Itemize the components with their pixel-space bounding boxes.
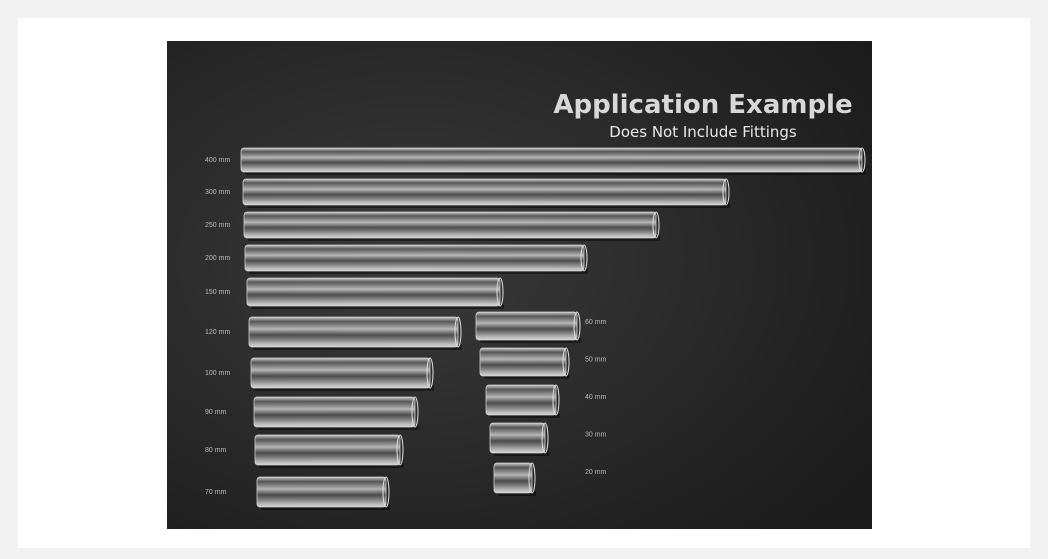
tube-end [562, 347, 570, 377]
tube-end [382, 476, 390, 508]
tube-label: 40 mm [585, 394, 607, 401]
tube-end [541, 422, 549, 454]
tube [244, 244, 585, 272]
tube [485, 384, 557, 416]
tube-label: 50 mm [585, 356, 607, 363]
tube-end [552, 384, 560, 416]
tube-end [858, 147, 866, 173]
image-title: Application Example [553, 90, 852, 120]
image-subtitle: Does Not Include Fittings [609, 123, 797, 141]
tube [256, 476, 387, 508]
tube [489, 422, 546, 454]
tube [254, 434, 401, 466]
tube-end [411, 396, 419, 428]
tube-end [496, 277, 504, 307]
tube-label: 30 mm [585, 431, 607, 438]
tube [250, 357, 431, 389]
tube [253, 396, 416, 428]
tube-label: 150 mm [205, 289, 230, 296]
tube [475, 311, 578, 341]
tube-end [580, 244, 588, 272]
tube-end [652, 211, 660, 239]
tube [479, 347, 567, 377]
tube-end [528, 462, 536, 494]
tube-label: 20 mm [585, 469, 607, 476]
tube-label: 120 mm [205, 329, 230, 336]
tube-label: 400 mm [205, 157, 230, 164]
tube [240, 147, 863, 173]
tube [243, 211, 657, 239]
tube-label: 80 mm [205, 447, 227, 454]
tube-end [426, 357, 434, 389]
tube-end [573, 311, 581, 341]
tube [248, 316, 459, 348]
tube-label: 250 mm [205, 222, 230, 229]
tube [242, 178, 727, 206]
tube-end [722, 178, 730, 206]
tube [493, 462, 533, 494]
tube-label: 300 mm [205, 189, 230, 196]
tube-label: 100 mm [205, 370, 230, 377]
tube-group: 400 mm 300 mm 250 mm 200 mm 150 mm 120 mm 100 … [205, 147, 866, 510]
tube [246, 277, 501, 307]
tube-label: 90 mm [205, 409, 227, 416]
tube-end [454, 316, 462, 348]
tube-label: 70 mm [205, 489, 227, 496]
tube-end [396, 434, 404, 466]
product-image: Application Example Does Not Include Fit… [167, 41, 872, 529]
tube-label: 200 mm [205, 255, 230, 262]
tube-label: 60 mm [585, 319, 607, 326]
